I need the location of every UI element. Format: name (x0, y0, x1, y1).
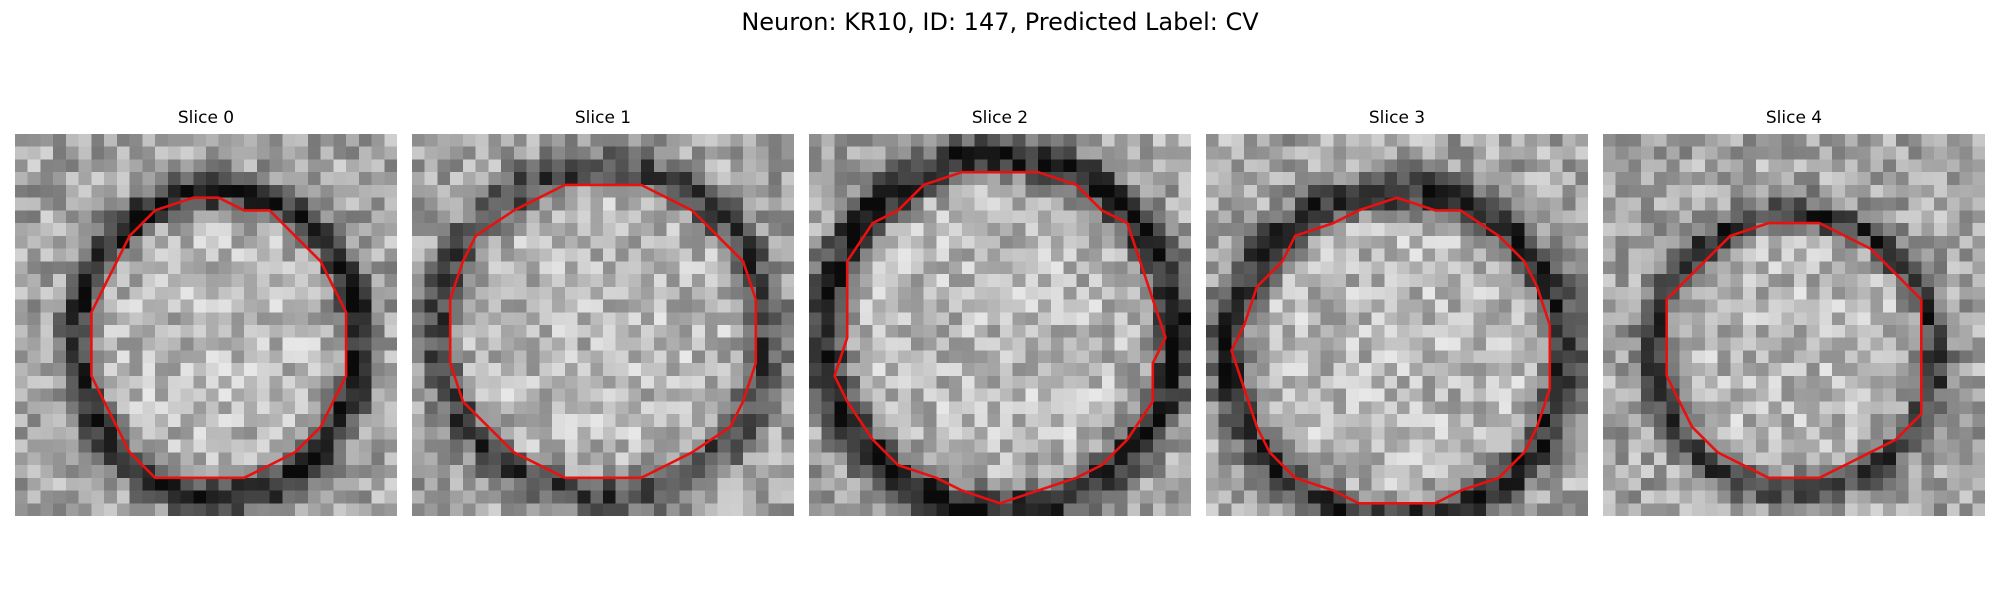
contour-overlay (1230, 196, 1552, 505)
slice-panel-3: Slice 3 (1206, 107, 1588, 516)
slice-panel-2: Slice 2 (809, 107, 1191, 516)
contour-overlay (833, 170, 1167, 505)
slice-image (412, 134, 794, 516)
contour-overlay (1665, 221, 1923, 480)
slice-panel-4: Slice 4 (1603, 107, 1985, 516)
slice-title: Slice 2 (971, 108, 1029, 128)
slice-title: Slice 1 (574, 108, 632, 128)
slice-panel-1: Slice 1 (412, 107, 794, 516)
cell-contour (448, 183, 758, 480)
contour-overlay (90, 196, 348, 480)
slice-image (809, 134, 1191, 516)
figure-title: Neuron: KR10, ID: 147, Predicted Label: … (741, 8, 1259, 36)
slice-title: Slice 3 (1368, 108, 1426, 128)
cell-contour (1230, 196, 1552, 505)
contour-overlay (448, 183, 758, 480)
cell-contour (833, 170, 1167, 505)
slice-title: Slice 4 (1765, 108, 1823, 128)
cell-contour (1665, 221, 1923, 480)
slice-title: Slice 0 (177, 108, 235, 128)
cell-contour (90, 196, 348, 480)
slice-panel-0: Slice 0 (15, 107, 397, 516)
